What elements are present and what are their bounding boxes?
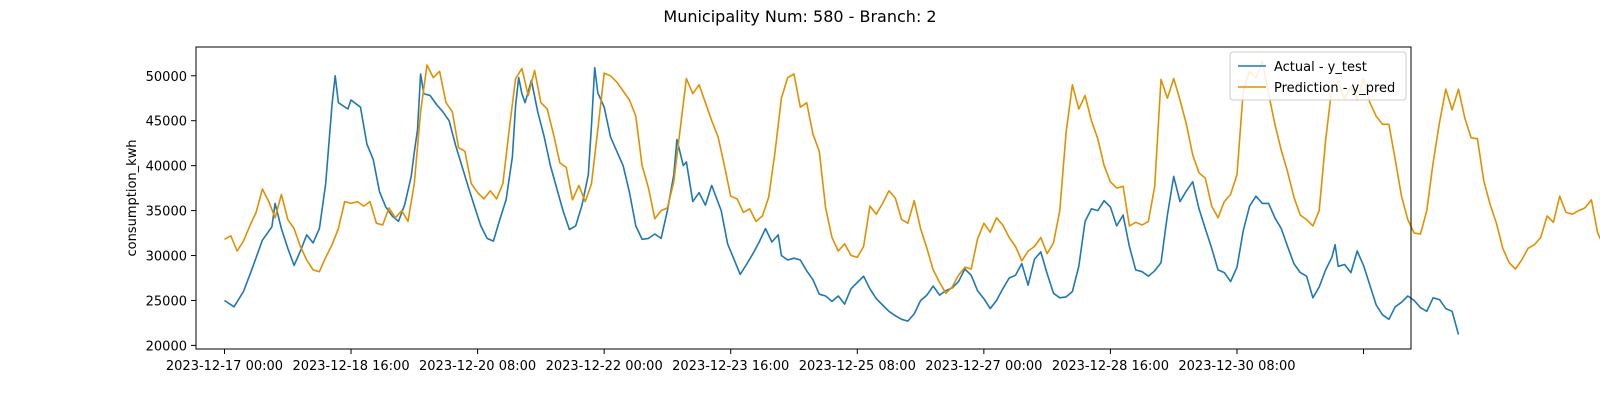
y-tick-label: 40000: [146, 160, 187, 175]
x-tick-label: 2023-12-22 00:00: [546, 359, 663, 374]
series-line-1: [224, 60, 1600, 295]
chart-title: Municipality Num: 580 - Branch: 2: [663, 7, 936, 26]
y-tick-label: 45000: [146, 115, 187, 130]
legend-label-1: Prediction - y_pred: [1274, 81, 1395, 96]
y-tick-label: 25000: [146, 294, 187, 309]
x-tick-label: 2023-12-23 16:00: [672, 359, 789, 374]
y-tick-label: 30000: [146, 250, 187, 265]
series-line-0: [224, 66, 1460, 335]
x-tick-label: 2023-12-27 00:00: [925, 359, 1042, 374]
legend: Actual - y_test Prediction - y_pred: [1229, 51, 1407, 101]
x-tick-label: 2023-12-18 16:00: [292, 359, 409, 374]
x-tick-label: 2023-12-25 08:00: [799, 359, 916, 374]
y-axis-label: consumption_kwh: [125, 139, 140, 256]
plot-area: 20000 25000 30000 35000 40000 45000 50000 2023-…: [146, 46, 1600, 374]
x-tick-label: 2023-12-17 00:00: [166, 359, 283, 374]
x-tick-label: 2023-12-20 08:00: [419, 359, 536, 374]
legend-box: [1229, 51, 1407, 101]
y-tick-label: 35000: [146, 205, 187, 220]
y-tick-label: 20000: [146, 339, 187, 354]
legend-label-0: Actual - y_test: [1274, 60, 1367, 75]
axes-frame: [195, 46, 1412, 350]
y-tick-label: 50000: [146, 70, 187, 85]
x-tick-label: 2023-12-28 16:00: [1052, 359, 1169, 374]
x-tick-label: 2023-12-30 08:00: [1178, 359, 1295, 374]
